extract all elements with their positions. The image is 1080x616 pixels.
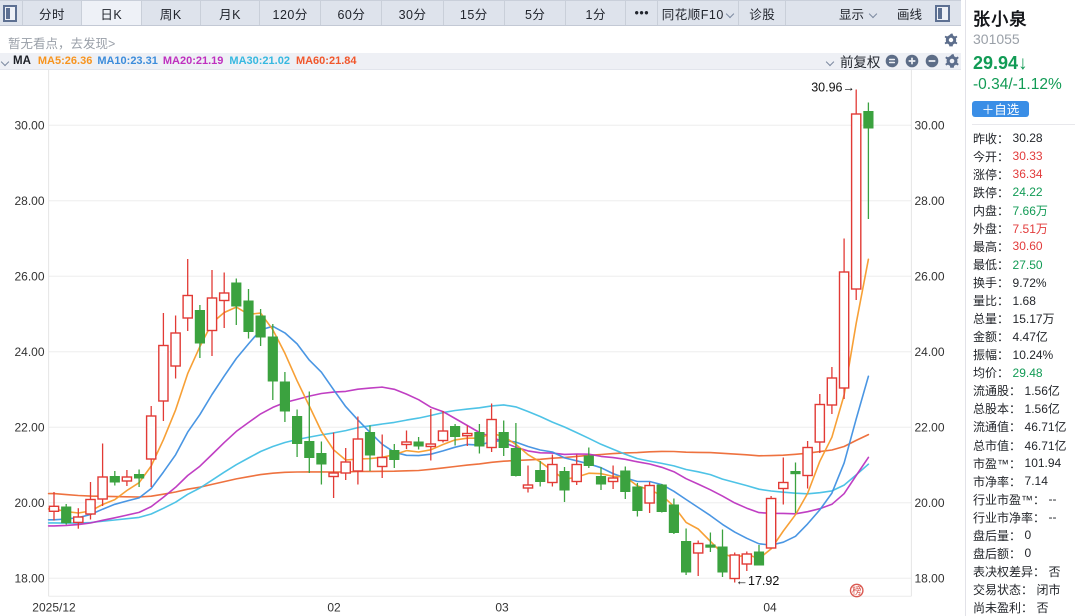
- svg-text:26.00: 26.00: [915, 270, 945, 284]
- svg-text:20.00: 20.00: [14, 496, 44, 510]
- svg-text:30.00: 30.00: [14, 119, 44, 133]
- svg-text:←17.92: ←17.92: [736, 574, 780, 588]
- svg-text:榜: 榜: [852, 585, 862, 597]
- svg-text:30.96→: 30.96→: [811, 81, 855, 95]
- svg-text:26.00: 26.00: [14, 270, 44, 284]
- svg-text:02: 02: [327, 601, 341, 615]
- svg-text:03: 03: [495, 601, 509, 615]
- svg-text:28.00: 28.00: [14, 194, 44, 208]
- svg-text:22.00: 22.00: [915, 421, 945, 435]
- svg-text:28.00: 28.00: [915, 194, 945, 208]
- svg-text:18.00: 18.00: [14, 572, 44, 586]
- svg-text:24.00: 24.00: [915, 345, 945, 359]
- svg-text:18.00: 18.00: [915, 572, 945, 586]
- svg-text:30.00: 30.00: [915, 119, 945, 133]
- svg-text:2025/12: 2025/12: [32, 601, 76, 615]
- svg-text:04: 04: [763, 601, 777, 615]
- svg-text:22.00: 22.00: [14, 421, 44, 435]
- svg-text:24.00: 24.00: [14, 345, 44, 359]
- svg-text:20.00: 20.00: [915, 496, 945, 510]
